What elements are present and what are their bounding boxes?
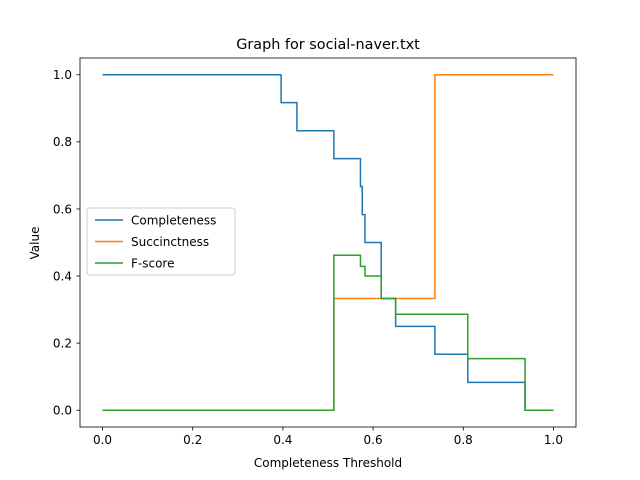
y-tick-label: 0.0 [53, 404, 72, 418]
legend-label-completeness: Completeness [131, 213, 216, 227]
x-axis-ticks: 0.0 0.2 0.4 0.6 0.8 1.0 [93, 427, 563, 447]
plot-area [79, 57, 577, 428]
x-axis-label: Completeness Threshold [254, 456, 402, 470]
legend-label-succinctness: Succinctness [131, 235, 209, 249]
series-line-f-score [102, 254, 554, 411]
x-tick-label: 0.6 [364, 433, 383, 447]
y-tick-label: 0.2 [53, 336, 72, 350]
x-tick-label: 0.8 [454, 433, 473, 447]
y-tick-label: 0.6 [53, 202, 72, 216]
y-tick-label: 0.4 [53, 269, 72, 283]
chart-title: Graph for social-naver.txt [236, 37, 420, 53]
legend: Completeness Succinctness F-score [86, 207, 236, 276]
x-tick-label: 0.0 [93, 433, 112, 447]
axes-frame [79, 57, 577, 428]
legend-label-f-score: F-score [131, 256, 174, 270]
y-tick-label: 1.0 [53, 68, 72, 82]
legend-box [86, 207, 236, 276]
y-tick-label: 0.8 [53, 135, 72, 149]
x-tick-label: 0.4 [273, 433, 292, 447]
x-tick-label: 0.2 [183, 433, 202, 447]
y-axis-label: Value [28, 227, 42, 260]
y-axis-ticks: 0.0 0.2 0.4 0.6 0.8 1.0 [53, 68, 80, 418]
x-tick-label: 1.0 [544, 433, 563, 447]
